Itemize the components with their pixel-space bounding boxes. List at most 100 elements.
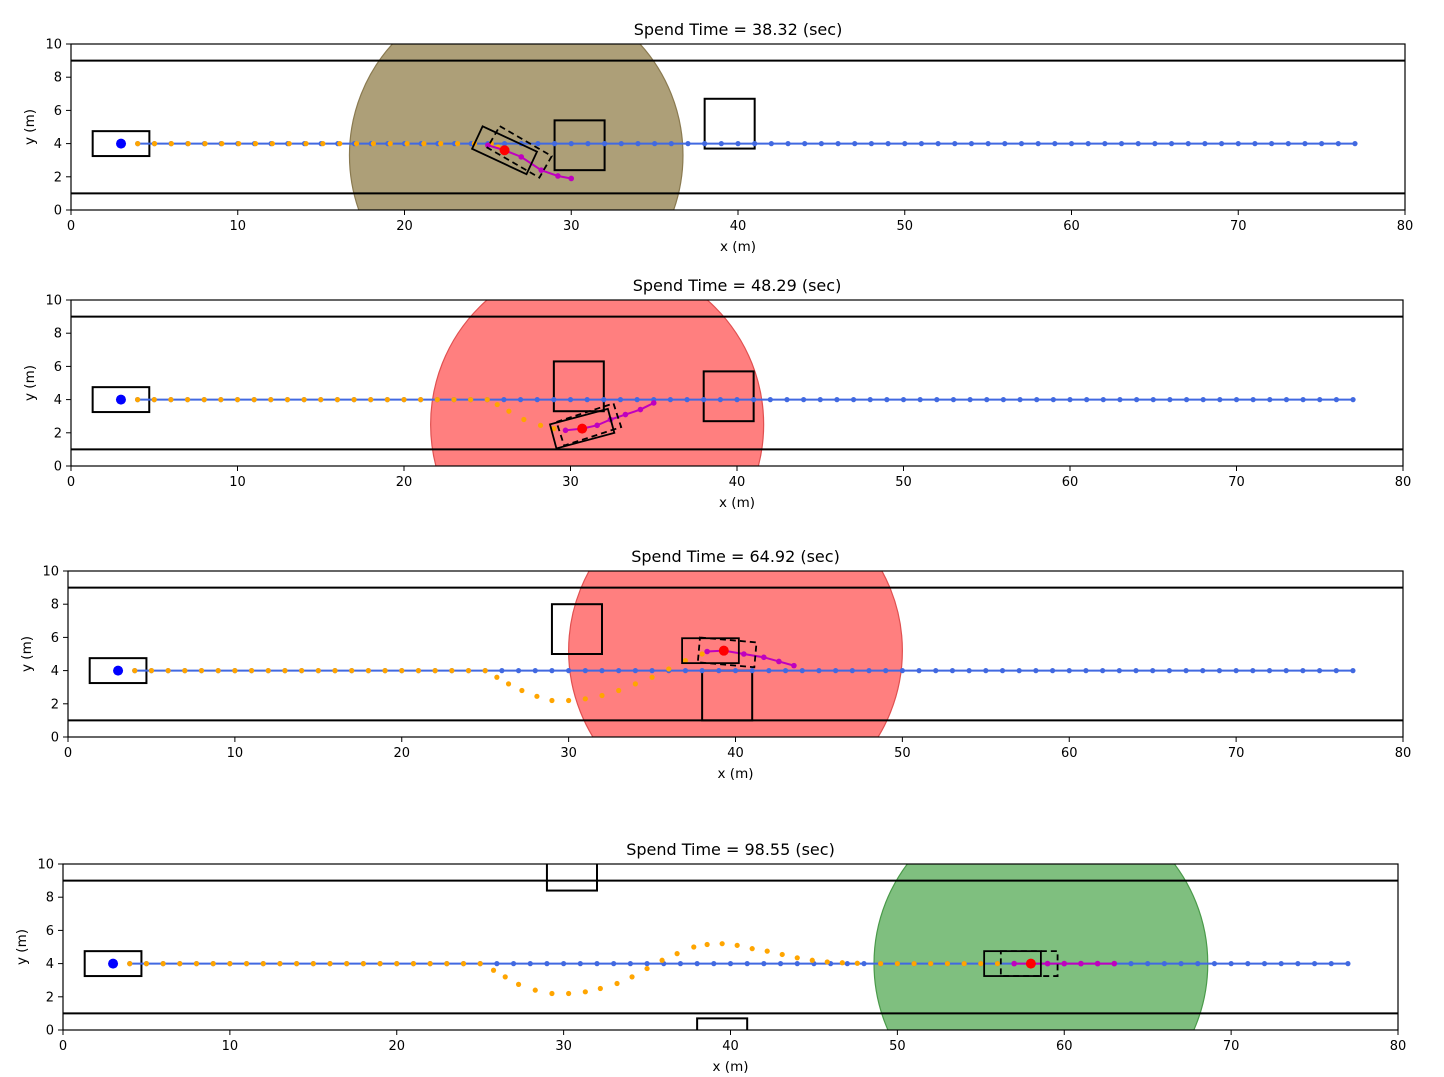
reference-path-point	[735, 141, 741, 147]
reference-path-point	[967, 397, 973, 403]
reference-path-point	[835, 141, 841, 147]
traveled-path-point	[839, 960, 845, 966]
x-tick-label: 50	[894, 746, 911, 761]
reference-path-point	[1016, 668, 1022, 674]
reference-path-point	[1335, 141, 1341, 147]
reference-path-point	[1269, 141, 1275, 147]
x-axis-label: x (m)	[720, 239, 756, 255]
reference-path-point	[551, 141, 558, 147]
reference-path-point	[1018, 141, 1025, 147]
reference-path-point	[767, 397, 773, 403]
x-tick-label: 20	[396, 219, 413, 234]
traveled-path-point	[764, 948, 770, 954]
traveled-path-point	[549, 990, 555, 997]
traveled-path-point	[234, 397, 241, 403]
traveled-path-point	[344, 961, 350, 967]
x-tick-label: 30	[555, 1039, 572, 1054]
traveled-path-point	[265, 668, 271, 674]
traveled-path-point	[894, 961, 900, 967]
traveled-path-point	[534, 693, 540, 699]
start-point-marker	[116, 138, 127, 149]
reference-path-point	[602, 141, 608, 147]
reference-path-point	[584, 397, 590, 403]
chart-title: Spend Time = 64.92 (sec)	[631, 547, 840, 566]
reference-path-point	[799, 668, 805, 674]
reference-path-point	[694, 961, 700, 967]
plot-area	[71, 44, 1405, 210]
traveled-path-point	[749, 946, 755, 952]
y-tick-label: 4	[54, 137, 62, 152]
traveled-path-point	[704, 941, 710, 948]
x-tick-label: 70	[1223, 1039, 1240, 1054]
x-tick-label: 20	[388, 1039, 405, 1054]
reference-path-point	[1350, 668, 1356, 674]
traveled-path-point	[521, 416, 527, 423]
prediction-path-point	[1078, 960, 1084, 967]
reference-path-point	[1035, 141, 1041, 147]
traveled-path-point	[301, 397, 307, 403]
reference-path-point	[1050, 397, 1056, 403]
reference-path-point	[935, 141, 941, 147]
prediction-path-point	[485, 142, 491, 149]
traveled-path-point	[377, 961, 383, 967]
reference-path-point	[902, 141, 908, 147]
current-position-marker	[718, 645, 729, 656]
prediction-path-point	[776, 658, 782, 665]
reference-path-point	[1302, 141, 1308, 147]
sensing-range-circle	[873, 864, 1209, 1030]
prediction-path-point	[562, 427, 569, 434]
x-tick-label: 40	[727, 746, 744, 761]
traveled-path-point	[184, 397, 191, 403]
obstacle-box	[703, 97, 756, 150]
prediction-path-point	[568, 175, 575, 182]
x-tick-label: 0	[67, 475, 75, 490]
reference-path-point	[1250, 668, 1256, 674]
reference-path-point	[1333, 668, 1339, 674]
traveled-path-point	[666, 666, 672, 672]
x-tick-label: 10	[222, 1039, 239, 1054]
reference-path-point	[1211, 961, 1218, 967]
vehicle-ghost-box	[555, 402, 623, 447]
traveled-path-point	[303, 141, 309, 147]
y-axis-label: y (m)	[19, 636, 35, 672]
traveled-path-point	[310, 961, 316, 967]
traveled-path-point	[549, 697, 555, 704]
reference-path-point	[1002, 141, 1008, 147]
traveled-path-point	[537, 422, 544, 428]
y-axis-label: y (m)	[22, 365, 38, 401]
x-tick-label: 50	[895, 475, 912, 490]
reference-path-point	[1052, 141, 1058, 147]
reference-path-point	[744, 961, 750, 967]
prediction-path-point	[1111, 960, 1118, 967]
obstacle-box	[550, 603, 603, 656]
plot-area	[68, 571, 1403, 737]
traveled-path-point	[143, 961, 150, 967]
subplot-1: Spend Time = 38.32 (sec)0 10 20 30 40 50 60 70 8…	[22, 20, 1413, 255]
reference-path-point	[1200, 397, 1206, 403]
traveled-path-point	[399, 668, 405, 674]
x-axis-label: x (m)	[718, 766, 754, 782]
reference-path-point	[685, 141, 691, 147]
y-axis-label: y (m)	[14, 929, 30, 965]
traveled-path-point	[299, 668, 305, 674]
reference-path-point	[1200, 668, 1206, 674]
y-tick-label: 4	[54, 393, 62, 408]
traveled-path-point	[215, 668, 221, 674]
reference-path-point	[718, 141, 724, 147]
reference-path-point	[1261, 961, 1268, 967]
reference-path-point	[499, 668, 505, 674]
reference-path-point	[1250, 397, 1256, 403]
reference-path-point	[582, 668, 588, 674]
traveled-path-point	[284, 397, 291, 403]
reference-path-point	[1267, 397, 1273, 403]
reference-path-point	[834, 397, 840, 403]
traveled-path-point	[384, 397, 390, 403]
traveled-path-point	[286, 141, 292, 147]
reference-path-point	[785, 141, 791, 147]
reference-path-point	[1300, 397, 1306, 403]
x-tick-label: 80	[1395, 475, 1412, 490]
traveled-path-point	[468, 397, 474, 403]
reference-path-point	[1217, 397, 1223, 403]
reference-path-point	[1134, 397, 1140, 403]
reference-path-point	[866, 668, 872, 674]
